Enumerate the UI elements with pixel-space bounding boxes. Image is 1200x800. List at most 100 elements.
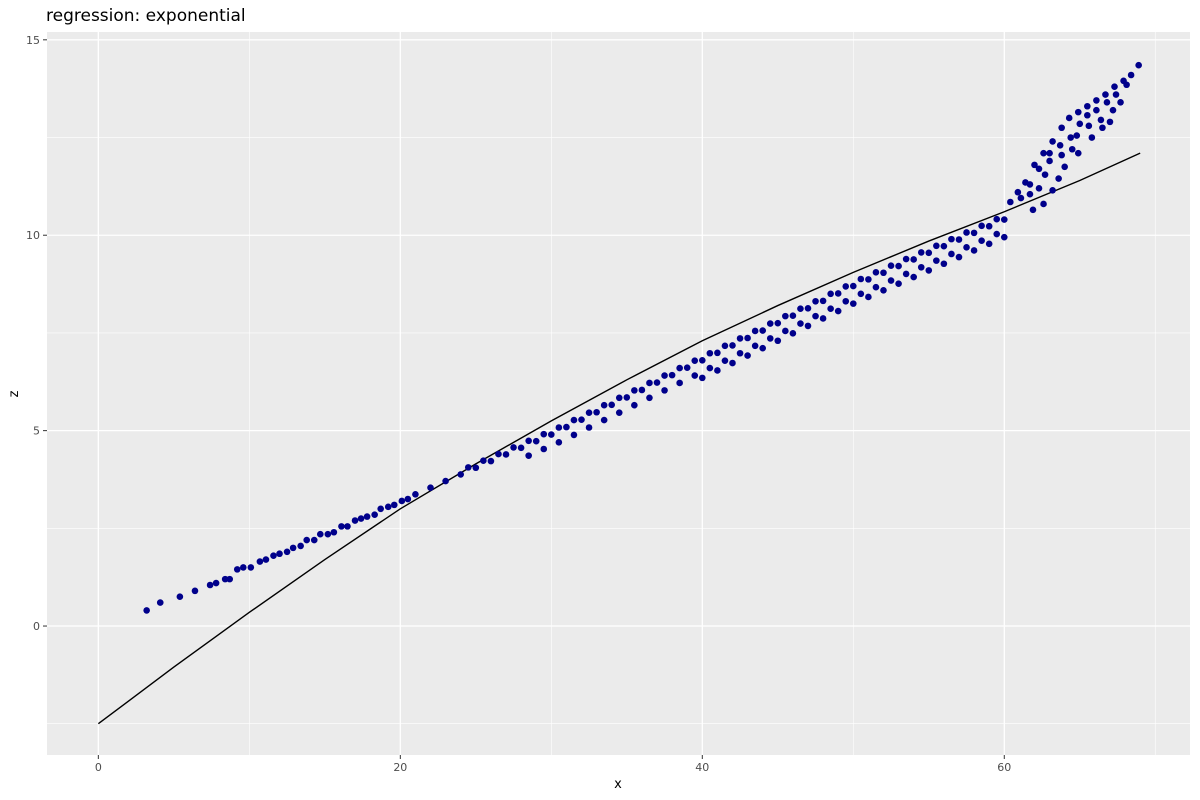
data-point (1014, 188, 1022, 196)
data-point (638, 386, 646, 394)
data-point (819, 297, 827, 305)
fit-line (97, 152, 1141, 725)
data-point (1031, 161, 1038, 169)
data-point (948, 235, 955, 243)
data-point (1073, 132, 1081, 139)
data-point (1000, 233, 1008, 241)
data-point (683, 364, 691, 372)
data-point (442, 477, 449, 485)
chart-title: regression: exponential (46, 6, 246, 26)
data-point (1007, 198, 1014, 206)
data-point (608, 401, 616, 409)
data-point (993, 230, 1001, 238)
data-point (377, 505, 384, 513)
data-point (1026, 181, 1034, 188)
data-point (963, 244, 970, 251)
data-point (766, 320, 774, 327)
data-point (156, 599, 164, 606)
data-point (736, 349, 744, 357)
data-point (289, 544, 297, 552)
data-point (955, 253, 963, 261)
data-point (751, 327, 759, 335)
data-point (600, 401, 608, 409)
data-point (1103, 99, 1111, 106)
data-point (1099, 124, 1106, 132)
data-point (729, 359, 736, 367)
data-point (1055, 175, 1062, 182)
data-point (1085, 122, 1093, 130)
data-point (1111, 83, 1118, 91)
data-point (555, 439, 563, 446)
data-point (412, 491, 419, 498)
data-point (698, 356, 706, 364)
data-point (1074, 149, 1082, 157)
data-point (1127, 71, 1135, 79)
data-point (1000, 216, 1008, 223)
y-tick-label: 10 (26, 229, 40, 242)
data-point (212, 579, 220, 587)
data-point (827, 290, 834, 298)
minor-gridlines (47, 32, 1190, 755)
data-point (247, 564, 255, 571)
data-point (276, 550, 283, 558)
data-point (646, 379, 653, 387)
data-point (143, 607, 150, 614)
data-point (774, 319, 782, 327)
data-point (262, 556, 270, 563)
data-point (351, 517, 359, 524)
data-point (872, 283, 880, 291)
x-tick-label: 60 (997, 761, 1011, 774)
data-point (782, 312, 789, 320)
data-point (653, 379, 661, 386)
data-point (1102, 91, 1109, 98)
data-point (985, 240, 993, 248)
data-point (357, 515, 365, 522)
data-point (1056, 142, 1064, 149)
data-point (427, 484, 434, 491)
data-point (324, 530, 332, 538)
data-point (176, 593, 184, 601)
x-tick-label: 40 (695, 761, 709, 774)
data-point (1123, 81, 1130, 89)
data-point (978, 222, 985, 230)
data-point (1017, 194, 1025, 202)
data-point (676, 379, 683, 387)
data-point (480, 457, 487, 465)
data-point (233, 566, 241, 573)
data-point (540, 430, 548, 438)
data-point (1046, 157, 1053, 165)
data-point (721, 357, 729, 364)
data-point (1035, 185, 1043, 192)
data-point (714, 349, 721, 357)
data-point (849, 282, 857, 290)
data-point (239, 564, 247, 571)
data-point (895, 280, 902, 287)
data-point (256, 558, 264, 565)
data-point (517, 444, 525, 452)
data-point (1076, 120, 1084, 128)
data-point (827, 305, 834, 312)
data-point (910, 273, 917, 281)
data-point (714, 367, 721, 374)
data-point (1067, 134, 1075, 141)
data-point (842, 283, 850, 290)
data-point (744, 334, 751, 342)
data-point (676, 364, 683, 372)
data-point (631, 387, 638, 394)
data-point (563, 423, 570, 431)
data-point (774, 337, 782, 345)
data-point (1029, 206, 1037, 214)
data-point (925, 249, 933, 257)
data-point (540, 445, 548, 453)
data-point (729, 342, 736, 349)
data-point (1084, 111, 1091, 119)
data-point (548, 431, 555, 438)
data-point (310, 536, 318, 544)
data-point (270, 552, 277, 559)
data-point (857, 275, 865, 283)
data-point (744, 352, 751, 359)
data-point (1035, 165, 1043, 173)
data-point (646, 394, 653, 402)
data-point (1106, 118, 1114, 126)
